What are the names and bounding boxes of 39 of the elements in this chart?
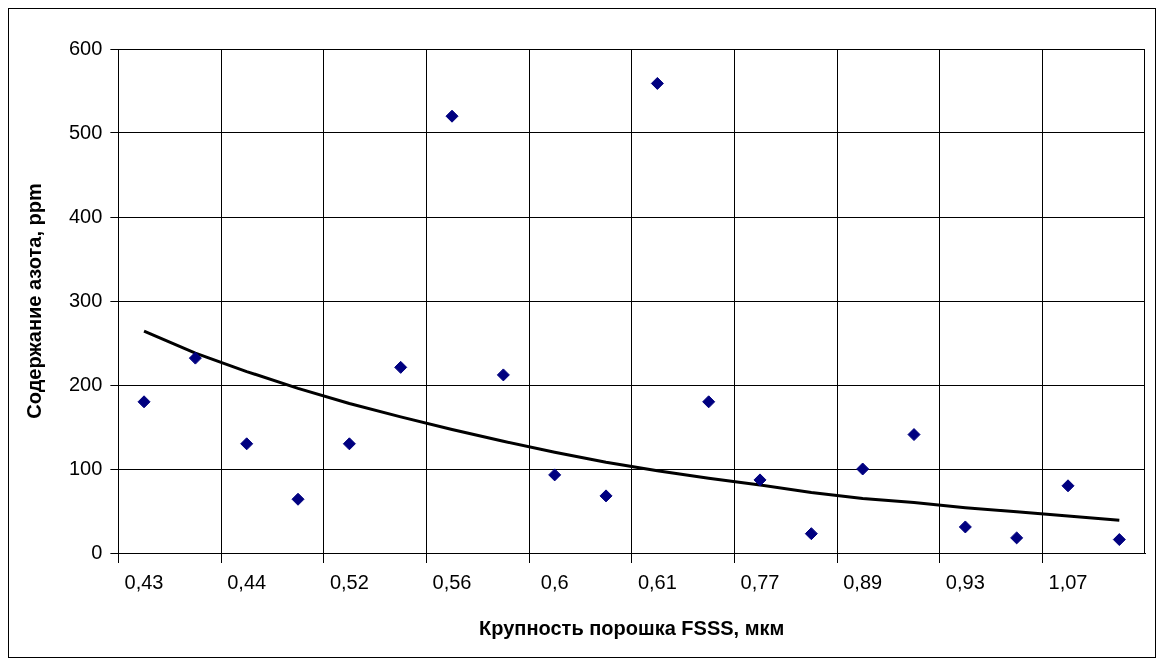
point <box>702 395 716 409</box>
x-tick-label: 1,07 <box>1048 570 1088 593</box>
x-tick-label: 0,61 <box>637 570 677 593</box>
y-tick-label: 300 <box>68 288 103 311</box>
y-tick-label: 400 <box>68 204 103 227</box>
y-tick-label: 0 <box>91 540 103 563</box>
point <box>496 368 510 382</box>
y-tick-label: 500 <box>68 120 103 143</box>
point <box>291 492 305 506</box>
point <box>753 473 767 487</box>
point <box>188 351 202 365</box>
point <box>394 360 408 374</box>
point <box>342 437 356 451</box>
point <box>856 462 870 476</box>
y-tick-label: 200 <box>68 372 103 395</box>
point <box>599 489 613 503</box>
point <box>445 109 459 123</box>
y-tick-label: 100 <box>68 456 103 479</box>
x-tick-label: 0,6 <box>540 570 569 593</box>
point <box>1112 533 1126 547</box>
point <box>1061 479 1075 493</box>
x-tick-label: 0,93 <box>945 570 985 593</box>
x-tick-label: 0,77 <box>740 570 780 593</box>
point <box>240 437 254 451</box>
point <box>804 527 818 541</box>
x-tick-label: 0,44 <box>227 570 267 593</box>
x-tick-label: 0,56 <box>432 570 472 593</box>
point <box>650 76 664 90</box>
y-axis-title: Содержание азота, ppm <box>22 183 45 419</box>
x-tick-label: 0,43 <box>124 570 164 593</box>
x-axis-title: Крупность порошка FSSS, мкм <box>479 616 785 639</box>
x-tick-label: 0,52 <box>329 570 369 593</box>
point <box>548 468 562 482</box>
y-tick-label: 600 <box>68 36 103 59</box>
point <box>1010 531 1024 545</box>
point <box>137 395 151 409</box>
point <box>907 428 921 442</box>
point <box>958 520 972 534</box>
x-tick-label: 0,89 <box>843 570 883 593</box>
